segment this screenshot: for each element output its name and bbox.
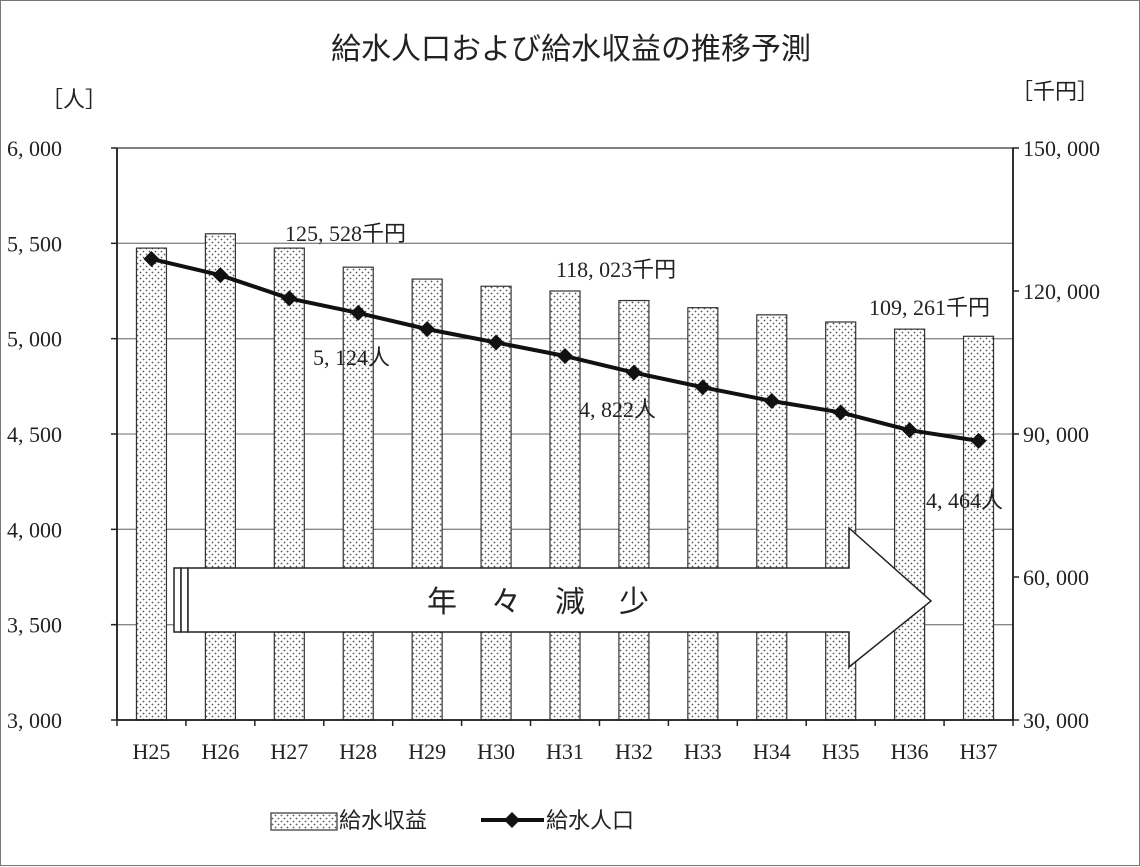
- legend-label-revenue: 給水収益: [339, 808, 427, 833]
- x-tick-label: H31: [546, 739, 584, 764]
- population-marker: [557, 348, 573, 365]
- left-tick-label: 3, 500: [7, 613, 62, 638]
- left-tick-label: 5, 000: [7, 327, 62, 352]
- population-line: [143, 250, 987, 449]
- x-tick-label: H37: [960, 739, 998, 764]
- axis-labels: 3, 000 3, 500 4, 000 4, 500 5, 000 5, 500 6, 0…: [7, 136, 1100, 764]
- chart-title: 給水人口および給水収益の推移予測: [331, 33, 811, 66]
- revenue-bar: [618, 299, 650, 721]
- x-tick-label: H26: [201, 739, 239, 764]
- revenue-bar: [480, 285, 512, 721]
- x-tick-label: H29: [408, 739, 446, 764]
- left-tick-label: 4, 500: [7, 422, 62, 447]
- annotations: 125, 528千円 118, 023千円 109, 261千円 5, 124人 4, …: [285, 221, 1003, 513]
- population-marker: [763, 393, 780, 410]
- revenue-bar: [342, 266, 374, 721]
- legend: 給水収益 給水人口: [270, 808, 634, 833]
- data-label: 118, 023千円: [556, 257, 676, 282]
- right-tick-label: 30, 000: [1023, 708, 1089, 733]
- arrow-text: 年 々 減 少: [427, 586, 651, 619]
- data-label: 4, 822人: [579, 397, 656, 422]
- x-tick-label: H33: [684, 739, 722, 764]
- arrow-body: [187, 526, 933, 669]
- x-tick-label: H25: [133, 739, 171, 764]
- left-tick-label: 3, 000: [7, 708, 62, 733]
- population-marker: [143, 250, 160, 267]
- x-tick-label: H34: [753, 739, 791, 764]
- revenue-bar: [894, 328, 926, 721]
- x-tick-label: H27: [270, 739, 308, 764]
- arrow-tail-bar: [180, 567, 189, 633]
- right-tick-label: 150, 000: [1023, 136, 1100, 161]
- decline-arrow: 年 々 減 少: [173, 526, 933, 669]
- population-marker: [625, 364, 642, 381]
- x-tick-label: H35: [822, 739, 860, 764]
- revenue-bar: [204, 233, 236, 721]
- legend-label-population: 給水人口: [546, 808, 634, 833]
- x-tick-label: H28: [339, 739, 377, 764]
- revenue-bar: [962, 335, 995, 721]
- population-marker: [970, 432, 987, 449]
- revenue-bar: [411, 278, 443, 721]
- left-tick-label: 5, 500: [7, 231, 62, 256]
- x-tick-label: H30: [477, 739, 515, 764]
- revenue-bar: [273, 247, 305, 721]
- data-label: 4, 464人: [926, 488, 1003, 513]
- right-tick-label: 90, 000: [1023, 422, 1089, 447]
- arrow-tail-bar: [173, 567, 182, 633]
- right-tick-label: 120, 000: [1023, 279, 1100, 304]
- population-marker: [350, 304, 367, 321]
- revenue-bar: [687, 307, 719, 721]
- population-marker: [212, 267, 229, 284]
- revenue-bar: [756, 314, 788, 721]
- right-tick-label: 60, 000: [1023, 565, 1089, 590]
- dotted-bar-icon: [270, 812, 338, 831]
- population-marker: [694, 379, 711, 396]
- legend-diamond-marker: [504, 812, 520, 828]
- data-label: 125, 528千円: [285, 221, 406, 246]
- revenue-bars: [135, 233, 995, 721]
- data-label: 5, 124人: [313, 345, 390, 370]
- data-label: 109, 261千円: [869, 295, 990, 320]
- x-tick-label: H36: [891, 739, 929, 764]
- x-tick-label: H32: [615, 739, 653, 764]
- right-axis-unit: ［千円］: [1011, 79, 1099, 104]
- left-tick-label: 4, 000: [7, 517, 62, 542]
- population-marker: [281, 290, 298, 307]
- population-marker: [488, 334, 505, 351]
- left-axis-unit: ［人］: [41, 87, 107, 112]
- population-marker: [419, 321, 436, 338]
- revenue-bar: [135, 247, 168, 721]
- population-marker: [832, 404, 849, 421]
- population-marker: [901, 422, 918, 439]
- left-tick-label: 6, 000: [7, 136, 62, 161]
